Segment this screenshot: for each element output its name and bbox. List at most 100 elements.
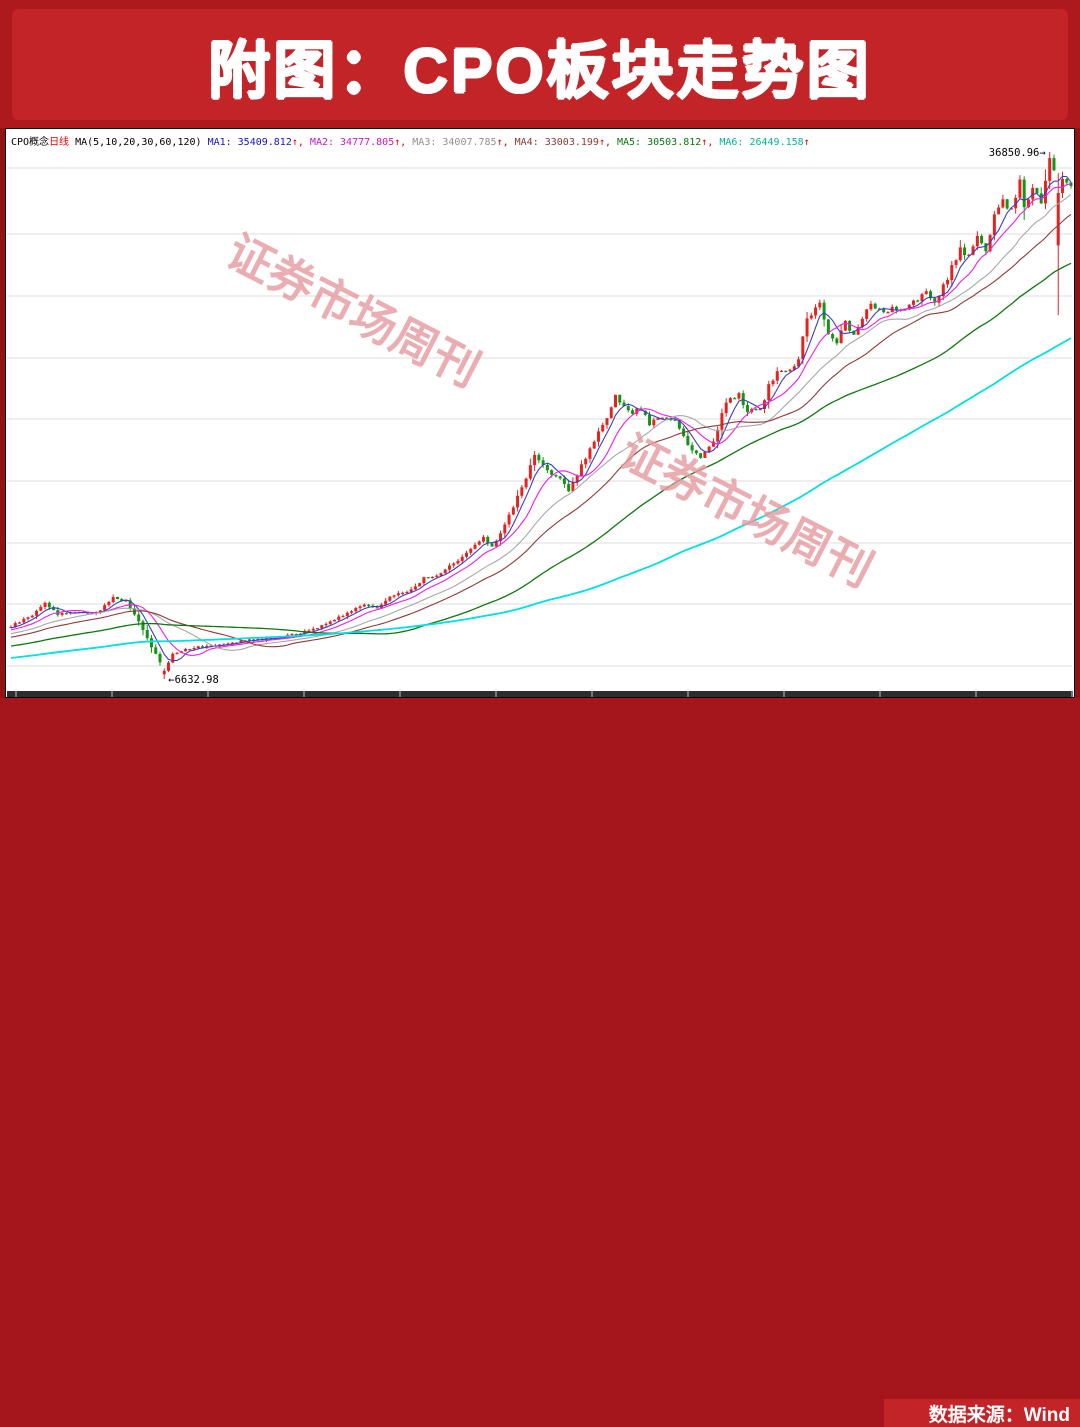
candle (1018, 179, 1022, 198)
candle (797, 359, 801, 367)
candle (520, 487, 524, 496)
candle (992, 214, 996, 236)
candle (13, 623, 17, 627)
candle (107, 601, 111, 606)
candle (184, 649, 188, 652)
candle (954, 260, 958, 266)
candle (886, 312, 890, 314)
candle (115, 596, 119, 600)
candle (541, 460, 545, 466)
candle (911, 300, 915, 305)
candle (9, 626, 13, 629)
candle (456, 560, 460, 564)
candle (792, 366, 796, 370)
candle (1035, 187, 1039, 194)
candle (473, 544, 477, 549)
candle (269, 637, 273, 639)
candle (499, 533, 503, 541)
chart-panel: CPO概念日线 MA(5,10,20,30,60,120) MA1: 35409… (5, 128, 1075, 698)
ma-value: MA6: 26449.158 (719, 137, 804, 148)
candle (754, 409, 758, 411)
candle (103, 605, 107, 611)
candle (1001, 199, 1005, 208)
candle (290, 633, 294, 636)
candle (175, 652, 179, 654)
candle (596, 431, 600, 442)
candle (311, 628, 315, 631)
candle (801, 336, 805, 360)
candle (243, 640, 247, 642)
candle (30, 615, 34, 618)
candle (588, 448, 592, 459)
candle (111, 596, 115, 602)
candle (946, 279, 950, 285)
candle (648, 414, 652, 426)
candle (141, 621, 145, 630)
high-price-label: 36850.96→ (989, 147, 1046, 159)
candle (711, 441, 715, 447)
candle (937, 296, 941, 303)
candle (60, 613, 64, 615)
candle (780, 370, 784, 373)
candle (52, 607, 56, 611)
ma-up-arrow: ↑ (803, 137, 810, 148)
candle (239, 640, 243, 643)
candle (418, 583, 422, 587)
candle (860, 318, 864, 328)
candle (171, 653, 175, 663)
candle (158, 653, 162, 663)
candle (924, 291, 928, 295)
candle (294, 633, 298, 636)
candle (856, 327, 860, 335)
candle (465, 552, 469, 557)
candle (707, 446, 711, 453)
candle (916, 300, 920, 302)
candle (469, 548, 473, 553)
candle (320, 625, 324, 629)
candle (622, 402, 626, 407)
candle (201, 646, 205, 648)
candle (226, 643, 230, 645)
candle (605, 418, 609, 425)
candle (775, 371, 779, 381)
candle (626, 406, 630, 411)
candle (341, 616, 345, 618)
candle (758, 408, 762, 411)
candle (324, 623, 328, 626)
candle (35, 610, 39, 616)
candle (1060, 179, 1064, 194)
candle (137, 614, 141, 622)
candle (1048, 158, 1052, 181)
symbol-label: CPO概念 (11, 137, 50, 148)
candle (656, 418, 660, 420)
candle (694, 450, 698, 454)
watermark: 证券市场周刊 (611, 424, 881, 597)
candle (728, 398, 732, 403)
candle (405, 591, 409, 594)
candle (613, 394, 617, 408)
candle (873, 303, 877, 309)
candle (907, 304, 911, 310)
candle (784, 370, 788, 373)
candle (128, 600, 132, 609)
candle (920, 294, 924, 302)
candle (967, 254, 971, 257)
candle (264, 637, 268, 640)
candle (745, 405, 749, 413)
candle (643, 410, 647, 415)
candle (252, 639, 256, 641)
candle (1069, 182, 1073, 187)
candle (631, 410, 635, 414)
candle (869, 303, 873, 310)
candle (788, 369, 792, 372)
candle (567, 483, 571, 492)
ma-line-10 (10, 182, 1072, 656)
candle (1031, 187, 1035, 200)
candle (26, 617, 30, 619)
ma-up-arrow: ↑, (701, 137, 720, 148)
candle (528, 465, 532, 479)
candle (22, 618, 26, 623)
page-background: 附图：CPO板块走势图 CPO概念日线 MA(5,10,20,30,60,120… (5, 9, 1080, 1427)
candle (439, 573, 443, 576)
candle (516, 495, 520, 508)
